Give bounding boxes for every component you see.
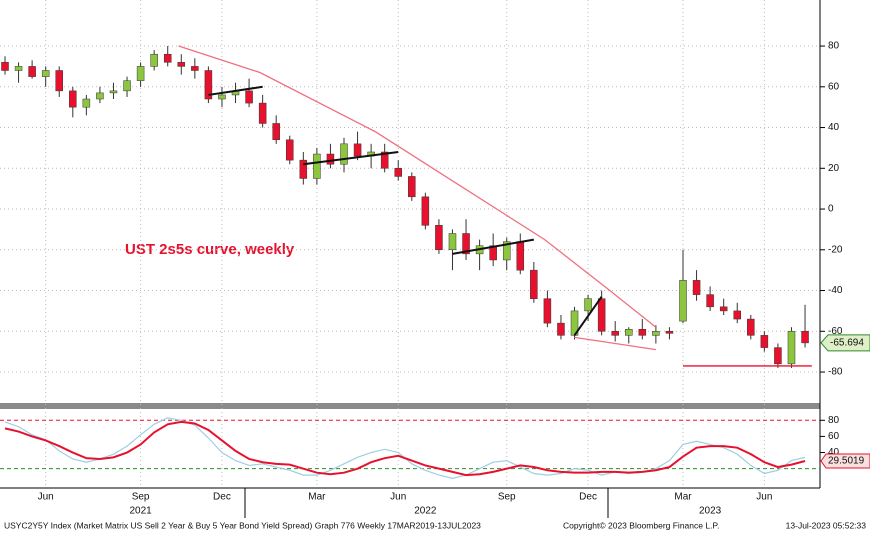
candle-body xyxy=(516,241,525,271)
x-tick-label: Mar xyxy=(674,492,692,503)
year-label: 2022 xyxy=(414,506,437,517)
candle-body xyxy=(1,62,9,71)
y-tick-label: 60 xyxy=(828,431,840,442)
y-tick-label: 80 xyxy=(828,41,840,52)
candle-body xyxy=(258,102,267,124)
x-tick-label: Dec xyxy=(213,492,231,503)
candle-body xyxy=(191,66,199,71)
y-tick-label: 20 xyxy=(828,163,840,174)
footer-left: USYC2Y5Y Index (Market Matrix US Sell 2 … xyxy=(4,520,481,530)
candle-body xyxy=(747,318,755,336)
candle-body xyxy=(760,335,769,348)
x-tick-label: Jun xyxy=(756,492,772,503)
candle-body xyxy=(109,90,118,94)
candle-body xyxy=(435,225,443,251)
candle-body xyxy=(448,233,457,251)
last-value-box xyxy=(820,453,870,469)
candle-body xyxy=(286,139,294,161)
candle-body xyxy=(543,298,552,324)
last-value-label: -65.694 xyxy=(830,338,864,349)
footer-right: 13-Jul-2023 05:52:33 xyxy=(786,520,867,530)
year-label: 2023 xyxy=(699,506,722,517)
candle-body xyxy=(502,241,511,261)
y-tick-label: 40 xyxy=(828,122,840,133)
candle-body xyxy=(611,331,619,336)
last-value-box xyxy=(820,334,870,352)
candle-body xyxy=(801,331,809,344)
y-tick-label: -40 xyxy=(828,285,843,296)
trendline xyxy=(573,296,603,336)
x-tick-label: Sep xyxy=(498,492,516,503)
candle-body xyxy=(597,298,606,332)
candle-body xyxy=(41,70,50,77)
candle-body xyxy=(353,143,362,157)
candle-body xyxy=(421,196,430,226)
x-tick-label: Sep xyxy=(132,492,150,503)
y-tick-label: -80 xyxy=(828,367,843,378)
candle-body xyxy=(557,322,565,336)
y-tick-label: 40 xyxy=(828,447,840,458)
x-tick-label: Mar xyxy=(308,492,326,503)
candle-body xyxy=(489,245,497,261)
candle-body xyxy=(326,153,335,165)
y-tick-label: 60 xyxy=(828,81,840,92)
candle-body xyxy=(136,66,145,81)
candle-body xyxy=(774,347,782,365)
candle-body xyxy=(313,153,321,179)
candle-body xyxy=(394,168,402,177)
trendline xyxy=(178,45,657,328)
candle-body xyxy=(706,294,714,308)
trendline xyxy=(574,336,656,351)
candle-body xyxy=(733,310,741,320)
candle-body xyxy=(380,151,389,169)
x-tick-label: Jun xyxy=(390,492,406,503)
trendline xyxy=(208,85,263,96)
y-tick-label: -20 xyxy=(828,244,843,255)
candle-body xyxy=(462,233,470,255)
candle-body xyxy=(679,280,687,322)
candle-body xyxy=(123,80,131,92)
candle-body xyxy=(584,298,592,312)
panel-divider xyxy=(0,403,820,409)
y-tick-label: 80 xyxy=(828,415,840,426)
trendline xyxy=(452,238,535,255)
annotation: UST 2s5s curve, weekly xyxy=(125,241,295,258)
candle-body xyxy=(69,90,77,108)
candle-body xyxy=(340,143,348,165)
candle-body xyxy=(163,53,172,63)
candle-body xyxy=(204,70,213,100)
x-tick-label: Jun xyxy=(38,492,54,503)
year-label: 2021 xyxy=(129,506,152,517)
candle-body xyxy=(665,331,674,334)
candle-body xyxy=(638,328,647,336)
last-value-label: 29.5019 xyxy=(828,456,865,467)
candle-body xyxy=(692,280,701,295)
candle-body xyxy=(245,90,253,104)
trendline xyxy=(303,150,399,166)
candle-body xyxy=(55,70,63,92)
candle-body xyxy=(150,53,158,67)
candle-body xyxy=(719,306,728,312)
candle-body xyxy=(530,269,538,299)
candle-body xyxy=(82,98,91,108)
candle-body xyxy=(299,159,308,179)
candle-body xyxy=(96,92,104,100)
candle-body xyxy=(625,328,633,336)
candle-body xyxy=(652,331,660,336)
candle-body xyxy=(14,66,23,71)
y-tick-label: 0 xyxy=(828,204,834,215)
oscillator-line xyxy=(4,420,806,477)
x-tick-label: Dec xyxy=(579,492,597,503)
footer-center: Copyright© 2023 Bloomberg Finance L.P. xyxy=(563,520,719,530)
candle-body xyxy=(218,94,226,100)
candle-body xyxy=(272,123,280,141)
candle-body xyxy=(408,176,416,198)
candle-body xyxy=(787,331,796,365)
candle-body xyxy=(28,66,36,77)
y-tick-label: -60 xyxy=(828,326,843,337)
candle-body xyxy=(177,62,186,67)
